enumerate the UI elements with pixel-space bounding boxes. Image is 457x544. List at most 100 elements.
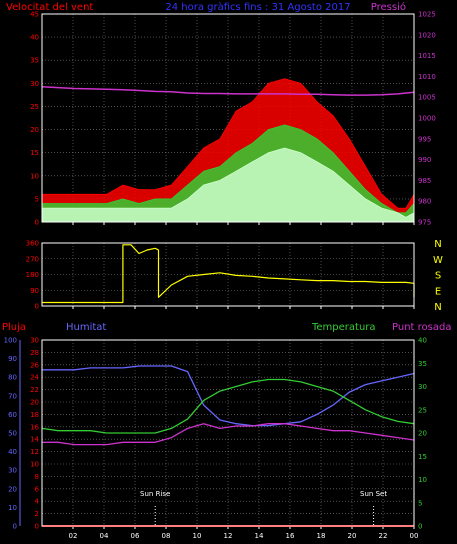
- sun-marker-label: Sun Rise: [140, 490, 170, 498]
- panel1-title-center: 24 hora gràfics fins : 31 Agosto 2017: [165, 1, 350, 13]
- temperature-line: [41, 378, 415, 434]
- p3-rain-ytick-label: 24: [30, 374, 39, 382]
- p2-frame: [41, 242, 415, 307]
- sun-marker-label: Sun Set: [360, 490, 387, 498]
- p1-right-ytick-label: 980: [418, 198, 431, 206]
- p2-ytick-label: 0: [35, 303, 39, 311]
- p3-temp-ytick-label: 30: [418, 383, 427, 391]
- p1-left-ytick-label: 20: [30, 126, 39, 134]
- p3-rain-ytick-label: 30: [30, 337, 39, 345]
- p1-left-ytick-label: 40: [30, 34, 39, 42]
- p1-left-ytick-label: 25: [30, 103, 39, 111]
- p3-temp-ytick-label: 40: [418, 337, 427, 345]
- p2-ytick-label: 360: [26, 240, 39, 248]
- panel3-label-dewpoint: Punt rosada: [392, 322, 451, 333]
- p3-hum-ytick-label: 60: [8, 411, 17, 419]
- p3-temp-ytick-label: 35: [418, 360, 427, 368]
- p3-xtick-label: 16: [286, 532, 295, 540]
- p3-rain-ytick-label: 18: [30, 411, 39, 419]
- p1-right-ytick-label: 1000: [418, 115, 436, 123]
- p1-right-ytick-label: 1025: [418, 11, 436, 19]
- p1-left-ytick-label: 45: [30, 11, 39, 19]
- p1-right-ytick-label: 1005: [418, 94, 436, 102]
- p1-frame: [41, 13, 415, 223]
- direction-letter: E: [435, 286, 441, 297]
- p3-hum-ytick-label: 40: [8, 448, 17, 456]
- p3-rain-ytick-label: 12: [30, 448, 39, 456]
- p3-xtick-label: 12: [224, 532, 233, 540]
- p1-left-ytick-label: 30: [30, 80, 39, 88]
- p1-right-ytick-label: 1015: [418, 52, 436, 60]
- p3-xtick-label: 10: [193, 532, 202, 540]
- panel1-title-right: Pressió: [371, 1, 406, 13]
- p3-xtick-label: 14: [255, 532, 264, 540]
- p1-left-ytick-label: 35: [30, 57, 39, 65]
- p1-left-ytick-label: 0: [35, 219, 39, 227]
- direction-letter: N: [434, 239, 441, 250]
- p3-xtick-label: 02: [69, 532, 78, 540]
- p3-temp-ytick-label: 15: [418, 453, 427, 461]
- header-panel1: Velocitat del vent 24 hora gràfics fins …: [6, 1, 406, 13]
- wind-pressure-panel: 0510152025303540459759809859909951000100…: [30, 11, 436, 227]
- panel1-title-left: Velocitat del vent: [6, 2, 93, 13]
- p3-xtick-label: 18: [317, 532, 326, 540]
- p3-temp-ytick-label: 0: [418, 523, 422, 531]
- p3-rain-ytick-label: 16: [30, 423, 39, 431]
- temp-humidity-rain-panel: 02 04 06 08 10 12 14 16 18 20 22 000102030405060708…: [4, 337, 427, 541]
- p2-ytick-label: 90: [30, 287, 39, 295]
- panel3-label-humidity: Humitat: [66, 322, 106, 333]
- p1-left-ytick-label: 15: [30, 149, 39, 157]
- p3-hum-ytick-label: 0: [13, 523, 17, 531]
- p3-rain-ytick-label: 14: [30, 436, 39, 444]
- humidity-line: [42, 365, 415, 427]
- p3-rain-ytick-label: 10: [30, 461, 39, 469]
- p3-hum-ytick-label: 20: [8, 485, 17, 493]
- p3-hum-ytick-label: 100: [4, 337, 17, 345]
- panel3-label-rain: Pluja: [2, 322, 26, 333]
- p3-xtick-label: 22: [379, 532, 388, 540]
- p3-frame: [41, 339, 415, 527]
- p3-xtick-label: 00: [410, 532, 419, 540]
- p2-ytick-label: 270: [26, 255, 39, 263]
- direction-letter: N: [434, 302, 441, 313]
- p3-temp-ytick-label: 25: [418, 406, 427, 414]
- p3-xtick-label: 04: [100, 532, 109, 540]
- p3-hum-ytick-label: 50: [8, 430, 17, 438]
- p1-left-ytick-label: 10: [30, 172, 39, 180]
- p3-rain-ytick-label: 26: [30, 361, 39, 369]
- p3-hum-ytick-label: 70: [8, 392, 17, 400]
- p3-xtick-label: 06: [131, 532, 140, 540]
- p3-hum-ytick-label: 30: [8, 467, 17, 475]
- direction-line: [42, 244, 415, 304]
- direction-letter: W: [433, 255, 443, 266]
- p3-temp-ytick-label: 20: [418, 430, 427, 438]
- p1-right-ytick-label: 990: [418, 156, 431, 164]
- dewpoint-line: [42, 423, 415, 446]
- panel3-label-temperature: Temperatura: [311, 322, 376, 333]
- p3-hum-ytick-label: 80: [8, 374, 17, 382]
- p3-rain-ytick-label: 4: [35, 498, 40, 506]
- p3-temp-ytick-label: 5: [418, 499, 422, 507]
- p3-temp-ytick-label: 10: [418, 476, 427, 484]
- p3-xtick-label: 20: [348, 532, 357, 540]
- wind-avg-area: [41, 147, 415, 223]
- direction-letter: S: [435, 271, 441, 282]
- pressure-line: [41, 86, 415, 96]
- p3-rain-ytick-label: 6: [35, 485, 40, 493]
- p3-rain-ytick-label: 2: [35, 510, 39, 518]
- p3-rain-ytick-label: 22: [30, 386, 39, 394]
- p1-right-ytick-label: 985: [418, 177, 431, 185]
- p3-rain-ytick-label: 8: [35, 473, 39, 481]
- p1-right-ytick-label: 975: [418, 219, 431, 227]
- p3-rain-ytick-label: 28: [30, 349, 39, 357]
- p3-xtick-label: 08: [162, 532, 171, 540]
- p1-right-ytick-label: 1010: [418, 73, 436, 81]
- p3-rain-ytick-label: 20: [30, 399, 39, 407]
- p1-left-ytick-label: 5: [35, 195, 39, 203]
- p1-right-ytick-label: 995: [418, 135, 431, 143]
- header-panel3: Pluja Humitat Temperatura Punt rosada: [2, 322, 451, 333]
- p3-hum-ytick-label: 10: [8, 504, 17, 512]
- p2-ytick-label: 180: [26, 271, 39, 279]
